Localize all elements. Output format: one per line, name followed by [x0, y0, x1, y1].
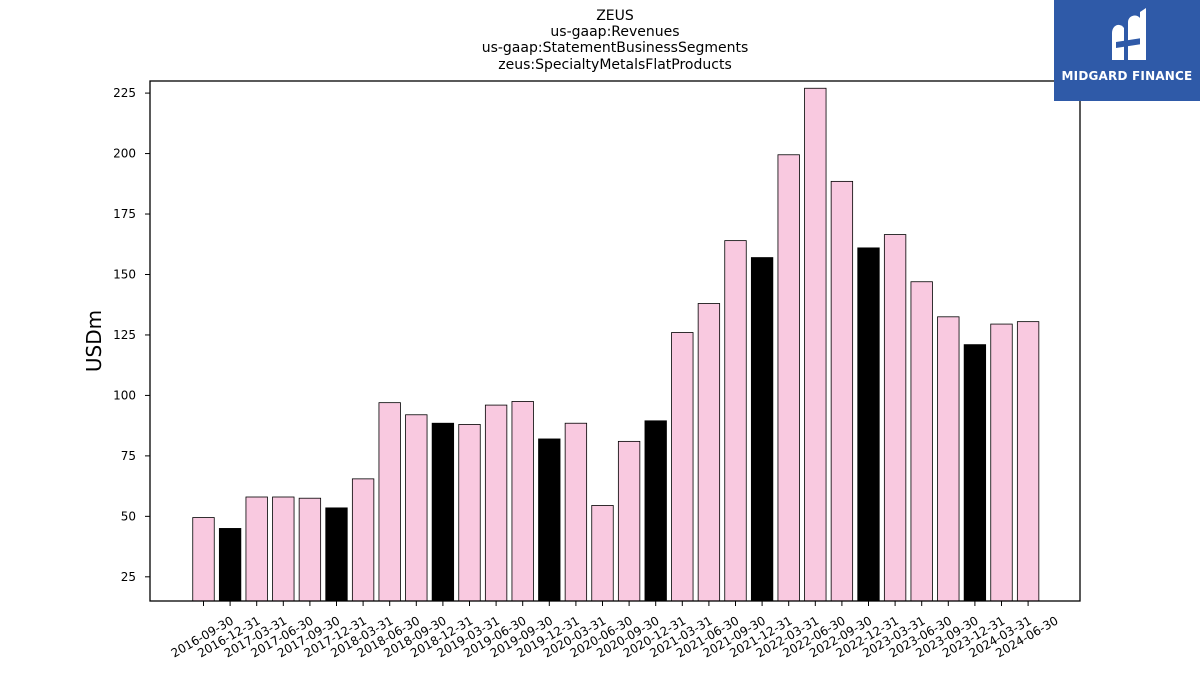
y-tick-label: 150 [113, 267, 136, 281]
y-axis: 25 50 75 100 125 150 175 200 225 [113, 86, 150, 584]
bar [857, 247, 880, 602]
y-tick-label: 25 [121, 570, 136, 584]
bar [671, 332, 694, 602]
bar [325, 507, 348, 602]
bar [1016, 321, 1040, 602]
bar [990, 323, 1013, 602]
y-tick-label: 200 [113, 147, 136, 161]
chart-title-line-1: ZEUS [596, 8, 634, 24]
x-axis: 2016-09-302016-12-312017-03-312017-06-30… [169, 601, 1061, 660]
bar [405, 414, 428, 602]
bar [378, 402, 401, 602]
bar [511, 401, 534, 602]
bar [591, 505, 614, 602]
logo-mark-icon [1112, 8, 1146, 61]
bar [830, 180, 854, 602]
bar [458, 424, 481, 602]
bar [351, 478, 375, 602]
bar [697, 303, 721, 602]
y-tick-label: 175 [113, 207, 136, 221]
bar [617, 440, 641, 602]
y-tick-label: 125 [113, 328, 136, 342]
chart-title-line-2: us-gaap:Revenues [550, 24, 679, 40]
bar [750, 257, 774, 602]
y-tick-label: 100 [113, 388, 136, 402]
bar [538, 438, 561, 602]
y-tick-label: 50 [121, 509, 136, 523]
bar [484, 404, 508, 602]
y-axis-label: USDm [82, 310, 106, 372]
y-tick-label: 225 [113, 86, 136, 100]
bar [963, 344, 987, 602]
bar [564, 422, 588, 602]
bar [298, 497, 322, 602]
bar [431, 422, 455, 602]
chart-title-line-4: zeus:SpecialtyMetalsFlatProducts [498, 57, 731, 73]
bar [245, 496, 268, 602]
bar [724, 240, 747, 602]
bar [804, 87, 827, 602]
chart-title-line-3: us-gaap:StatementBusinessSegments [482, 40, 749, 56]
bar [644, 420, 667, 602]
bar [883, 234, 907, 602]
bar [218, 528, 242, 602]
brand-logo: MIDGARD FINANCE [1054, 0, 1200, 101]
bar [192, 517, 215, 602]
plot-frame [149, 80, 1081, 602]
bar [937, 316, 960, 602]
bar [272, 496, 295, 602]
brand-logo-text: MIDGARD FINANCE [1061, 69, 1193, 83]
chart-title: ZEUS us-gaap:Revenues us-gaap:StatementB… [482, 8, 749, 73]
bar [910, 281, 933, 602]
y-tick-label: 75 [121, 449, 136, 463]
bar-series [192, 87, 1040, 602]
bar [777, 154, 800, 602]
